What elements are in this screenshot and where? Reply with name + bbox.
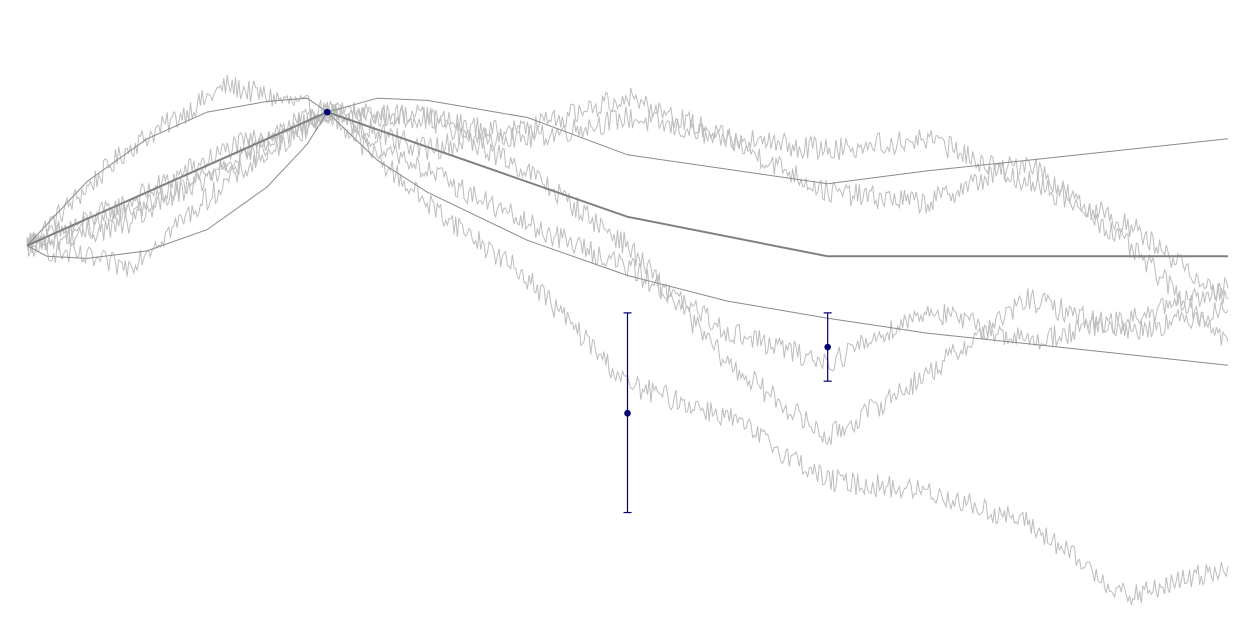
envelope — [26, 97, 1229, 366]
envelope-lower — [26, 111, 1229, 366]
observation-point — [624, 409, 631, 417]
observation-point — [824, 343, 831, 351]
observation-3 — [823, 312, 832, 382]
observation-point — [323, 108, 331, 116]
mean-line-group — [26, 111, 1228, 258]
sample-path-5 — [26, 87, 1229, 304]
envelope-upper — [26, 97, 1229, 246]
mean-line — [26, 111, 1228, 258]
observation-2 — [623, 312, 632, 514]
observations — [323, 108, 832, 514]
sample-path-2 — [26, 99, 1229, 446]
sample-path-4 — [26, 102, 1229, 372]
observation-1 — [323, 108, 331, 116]
